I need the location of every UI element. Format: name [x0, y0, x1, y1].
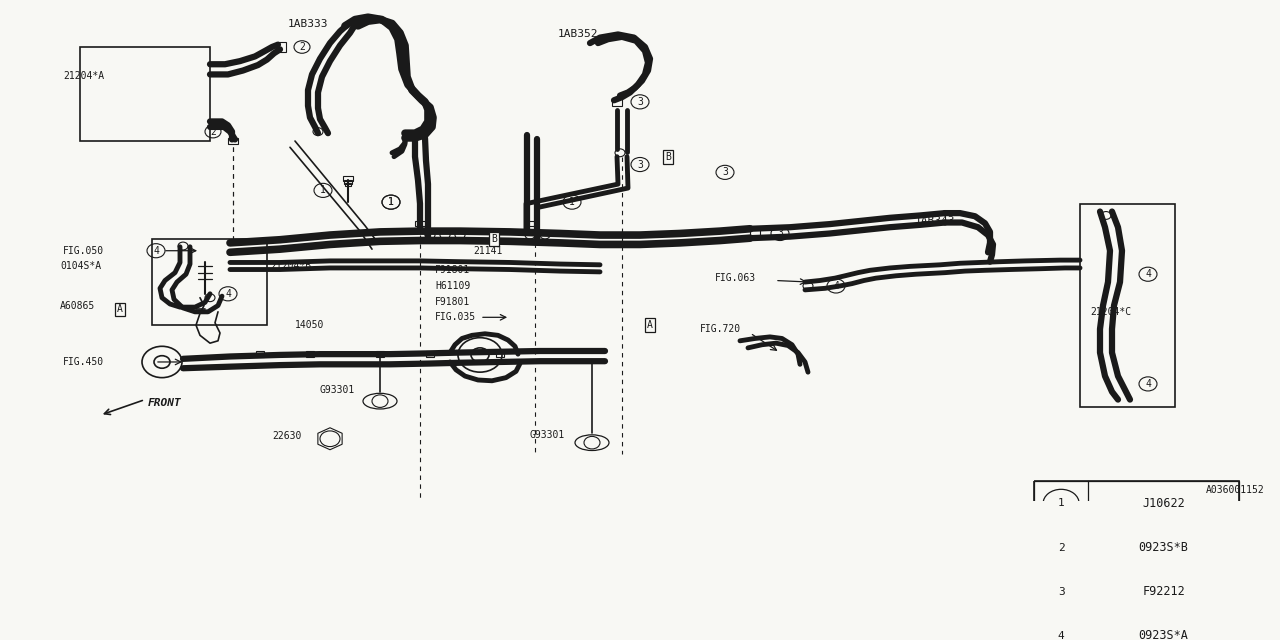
Text: 0923S*B: 0923S*B [1139, 541, 1188, 554]
Text: 1: 1 [388, 197, 394, 207]
Text: F91801: F91801 [435, 266, 470, 275]
Text: G93301: G93301 [320, 385, 356, 395]
Bar [228, 138, 238, 144]
Text: 4: 4 [225, 289, 230, 299]
Text: FRONT: FRONT [148, 399, 182, 408]
Text: F91801: F91801 [435, 297, 470, 307]
Text: FIG.720: FIG.720 [700, 324, 741, 334]
Text: 1AB333: 1AB333 [288, 19, 329, 29]
Text: 2: 2 [1057, 543, 1065, 552]
Bar [343, 176, 353, 181]
Text: 1: 1 [570, 197, 575, 207]
Bar [415, 221, 425, 226]
Text: G93301: G93301 [530, 430, 566, 440]
Text: 3: 3 [637, 159, 643, 170]
Text: 0104S*A: 0104S*A [60, 261, 101, 271]
Bar [426, 351, 434, 357]
Bar [1034, 481, 1239, 640]
Bar [256, 351, 264, 357]
Text: 1AB352: 1AB352 [558, 29, 599, 38]
Text: 1: 1 [320, 186, 326, 195]
Bar [306, 351, 314, 357]
Text: 0923S*A: 0923S*A [1139, 629, 1188, 640]
Bar [1034, 570, 1239, 614]
Text: 2: 2 [210, 127, 216, 136]
Text: 22630: 22630 [273, 431, 301, 442]
Text: 1: 1 [1057, 499, 1065, 508]
Bar [1034, 525, 1239, 570]
Text: 4: 4 [154, 246, 159, 256]
Text: 1AB343: 1AB343 [915, 216, 955, 226]
Text: 21204*C: 21204*C [1091, 307, 1132, 317]
Text: A036001152: A036001152 [1206, 485, 1265, 495]
Bar [346, 183, 351, 186]
Text: FIG.035: FIG.035 [435, 312, 476, 323]
Bar [152, 239, 268, 325]
Bar [344, 180, 352, 184]
Text: FIG.050: FIG.050 [63, 246, 104, 256]
Text: A: A [116, 305, 123, 314]
Text: 3: 3 [637, 97, 643, 107]
Text: 3: 3 [777, 228, 783, 239]
Text: FIG.063: FIG.063 [716, 273, 756, 283]
Bar [497, 351, 504, 357]
Text: 21204*A: 21204*A [63, 71, 104, 81]
Text: J10622: J10622 [1142, 497, 1185, 510]
Text: F92212: F92212 [1142, 585, 1185, 598]
Text: A60865: A60865 [60, 301, 95, 310]
Bar [612, 98, 622, 106]
Text: 4: 4 [1146, 269, 1151, 279]
Bar [1034, 481, 1239, 525]
Text: 2: 2 [300, 42, 305, 52]
Bar [750, 228, 760, 238]
Bar [527, 221, 538, 226]
Text: 1: 1 [388, 197, 394, 207]
Text: FIG.450: FIG.450 [63, 357, 104, 367]
Text: 21204*B: 21204*B [270, 261, 311, 271]
Text: B: B [666, 152, 671, 162]
Text: 14050: 14050 [294, 320, 324, 330]
Bar [276, 42, 285, 52]
Bar [1080, 204, 1175, 408]
Text: 4: 4 [1057, 631, 1065, 640]
Bar [1034, 614, 1239, 640]
Text: B: B [492, 234, 497, 244]
Text: H61109: H61109 [435, 281, 470, 291]
Text: 3: 3 [1057, 587, 1065, 596]
Text: 21141: 21141 [474, 246, 502, 256]
Bar [79, 47, 210, 141]
Text: 3: 3 [722, 168, 728, 177]
Text: 4: 4 [1146, 379, 1151, 389]
Text: 4: 4 [833, 281, 838, 291]
Bar [376, 351, 384, 357]
Text: A: A [648, 320, 653, 330]
